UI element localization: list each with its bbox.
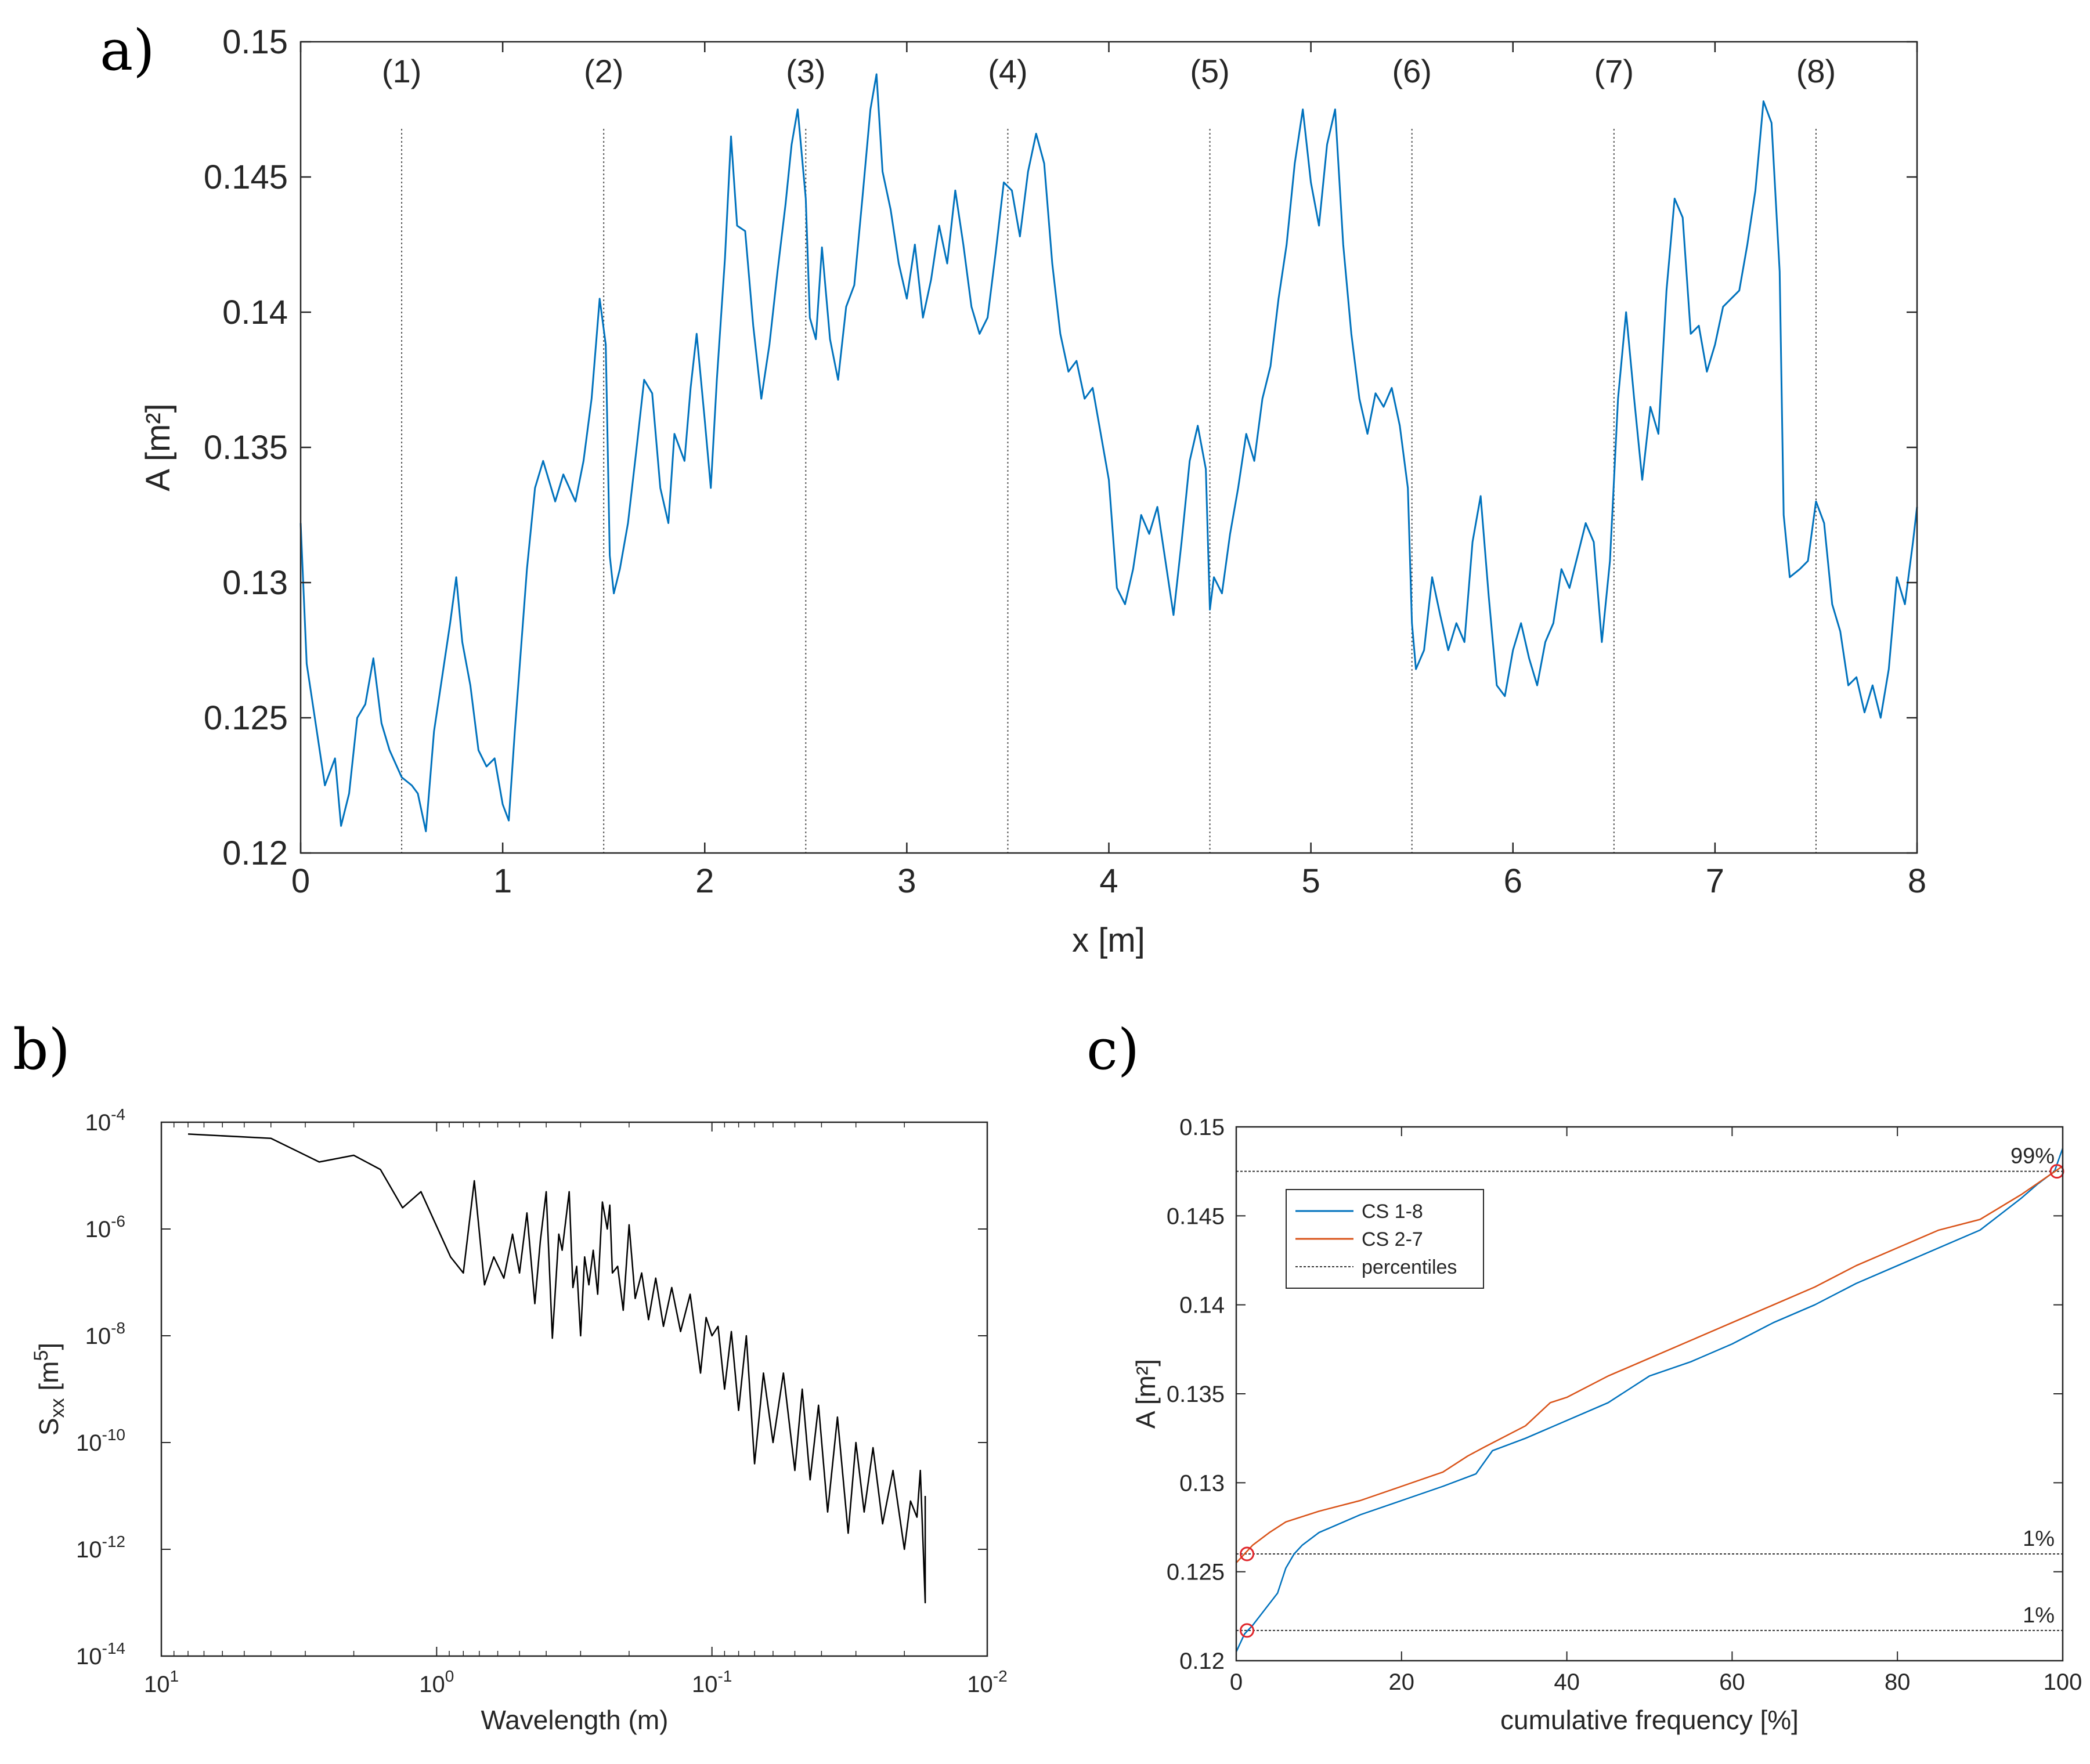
series-cs-2-7-line [1236, 1165, 2063, 1564]
x-tick-label: 4 [1099, 862, 1118, 900]
spectrum-series-line [187, 1133, 926, 1604]
series-cs-1-8-line [1235, 1148, 2064, 1653]
x-tick-label: 101 [144, 1667, 179, 1697]
cross-section-label: (7) [1594, 53, 1634, 89]
panel-b-axes-box [160, 1121, 988, 1657]
cross-section-label: (2) [584, 53, 623, 89]
cross-section-label: (6) [1392, 53, 1431, 89]
panel-c-label: c) [1086, 1017, 1139, 1082]
panel-b-y-ticks: 10-14 10-12 10-10 10-8 10-6 10-4 [76, 1105, 987, 1669]
panel-b-x-axis-label: Wavelength (m) [481, 1705, 669, 1735]
percentile-marker [1240, 1546, 1255, 1561]
percentile-label: 1% [2023, 1603, 2055, 1628]
y-tick-label: 0.13 [1179, 1470, 1225, 1496]
y-tick-label: 10-12 [76, 1532, 125, 1563]
panel-a-x-axis-label: x [m] [1072, 921, 1145, 959]
y-tick-label: 0.15 [1179, 1115, 1225, 1140]
panel-c-x-axis-label: cumulative frequency [%] [1500, 1705, 1799, 1735]
panel-b-y-axis-label: Sxx [m5] [30, 1343, 68, 1436]
y-tick-label: 0.125 [204, 699, 288, 737]
x-tick-label: 10-2 [967, 1667, 1007, 1697]
y-tick-label: 10-6 [85, 1212, 125, 1242]
cross-section-label: (1) [382, 53, 421, 89]
x-tick-label: 6 [1504, 862, 1522, 900]
legend-label-cs-2-7: CS 2-7 [1362, 1228, 1423, 1250]
panel-a-axes-box [299, 41, 1918, 854]
chart-panel-c: c) 99%1%1% 0 20 40 60 80 100 0.120.1250.130.1… [1086, 1017, 2082, 1735]
y-tick-label: 0.12 [1179, 1649, 1225, 1674]
panel-a-y-ticks: 0.12 0.125 0.13 0.135 0.14 0.145 0.15 [204, 23, 1917, 872]
panel-c-y-ticks: 0.12 0.125 0.13 0.135 0.14 0.145 0.15 [1167, 1115, 2063, 1674]
x-tick-label: 100 [2044, 1669, 2082, 1695]
chart-panel-b: b) 101 100 10-1 10-2 10-1410-1210-1010-810-… [13, 1017, 1008, 1735]
y-tick-label: 0.145 [204, 158, 288, 196]
x-tick-label: 7 [1706, 862, 1724, 900]
percentile-lines [1236, 1170, 2063, 1631]
legend-label-percentiles: percentiles [1362, 1256, 1457, 1278]
y-tick-label: 10-4 [85, 1105, 125, 1136]
y-tick-label: 0.145 [1167, 1203, 1225, 1229]
percentile-label: 99% [2010, 1144, 2055, 1169]
y-tick-label: 10-14 [76, 1639, 125, 1669]
panel-c-y-axis-label: A [m²] [1131, 1359, 1161, 1429]
x-tick-label: 80 [1885, 1669, 1911, 1695]
percentile-labels: 99% 1% 1% [2010, 1144, 2055, 1628]
x-tick-label: 60 [1719, 1669, 1745, 1695]
x-tick-label: 100 [419, 1667, 454, 1697]
panel-a-x-ticks: 0 1 2 3 4 5 6 7 8 [291, 42, 1926, 900]
y-tick-label: 0.15 [222, 23, 288, 61]
legend-label-cs-1-8: CS 1-8 [1362, 1201, 1423, 1223]
x-tick-label: 8 [1908, 862, 1926, 900]
y-tick-label: 0.135 [1167, 1382, 1225, 1407]
area-series-line [299, 73, 1918, 833]
x-tick-label: 10-1 [692, 1667, 732, 1697]
y-tick-label: 0.14 [222, 294, 288, 331]
percentile-marker [1240, 1623, 1255, 1638]
panel-b-x-ticks: 101 100 10-1 10-2 [144, 1122, 1008, 1697]
panel-a-label: a) [100, 18, 155, 83]
y-tick-label: 0.125 [1167, 1560, 1225, 1585]
y-tick-label: 10-8 [85, 1319, 125, 1349]
legend: CS 1-8 CS 2-7 percentiles [1286, 1189, 1484, 1289]
y-tick-label: 0.14 [1179, 1293, 1225, 1318]
y-tick-label: 0.12 [222, 834, 288, 872]
cross-section-label: (8) [1796, 53, 1836, 89]
cross-section-label: (5) [1190, 53, 1229, 89]
x-tick-label: 5 [1301, 862, 1320, 900]
y-tick-label: 10-10 [76, 1426, 125, 1456]
percentile-label: 1% [2023, 1527, 2055, 1551]
chart-panel-a: a) (1) (2) (3) (4) (5) (6) (7) (8) 0 1 2 3 4 5 6 7 8 0.… [100, 18, 1926, 959]
x-tick-label: 3 [897, 862, 916, 900]
panel-c-x-ticks: 0 20 40 60 80 100 [1230, 1127, 2082, 1695]
x-tick-label: 1 [493, 862, 512, 900]
cross-section-label: (3) [786, 53, 825, 89]
x-tick-label: 0 [291, 862, 310, 900]
panel-a-y-axis-label: A [m²] [139, 403, 177, 491]
cross-section-label: (4) [988, 53, 1027, 89]
panel-b-label: b) [13, 1017, 70, 1082]
x-tick-label: 40 [1554, 1669, 1580, 1695]
y-tick-label: 0.135 [204, 429, 288, 467]
x-tick-label: 20 [1389, 1669, 1415, 1695]
y-tick-label: 0.13 [222, 564, 288, 602]
cross-section-labels: (1) (2) (3) (4) (5) (6) (7) (8) [382, 53, 1836, 89]
x-tick-label: 2 [695, 862, 714, 900]
x-tick-label: 0 [1230, 1669, 1243, 1695]
